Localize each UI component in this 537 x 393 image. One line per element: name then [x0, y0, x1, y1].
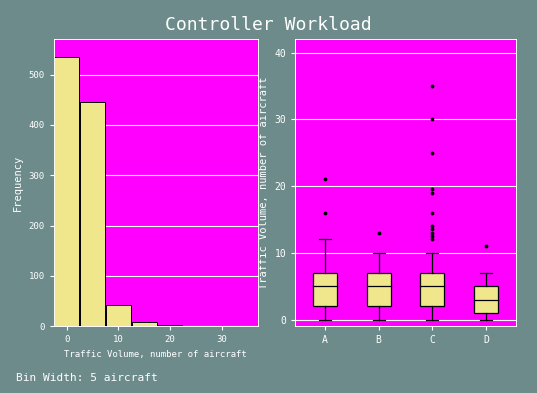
Bar — [106, 305, 130, 326]
Bar — [80, 102, 105, 326]
Text: Controller Workload: Controller Workload — [165, 16, 372, 34]
Bar — [54, 57, 79, 326]
FancyBboxPatch shape — [474, 286, 498, 313]
FancyBboxPatch shape — [420, 273, 445, 306]
Bar — [157, 325, 183, 326]
Y-axis label: Frequency: Frequency — [13, 154, 23, 211]
Text: Bin Width: 5 aircraft: Bin Width: 5 aircraft — [16, 373, 158, 383]
FancyBboxPatch shape — [313, 273, 337, 306]
Bar — [132, 322, 156, 326]
FancyBboxPatch shape — [366, 273, 391, 306]
X-axis label: Traffic Volume, number of aircraft: Traffic Volume, number of aircraft — [64, 350, 247, 359]
Y-axis label: Traffic Volume, number of aircraft: Traffic Volume, number of aircraft — [259, 77, 269, 289]
